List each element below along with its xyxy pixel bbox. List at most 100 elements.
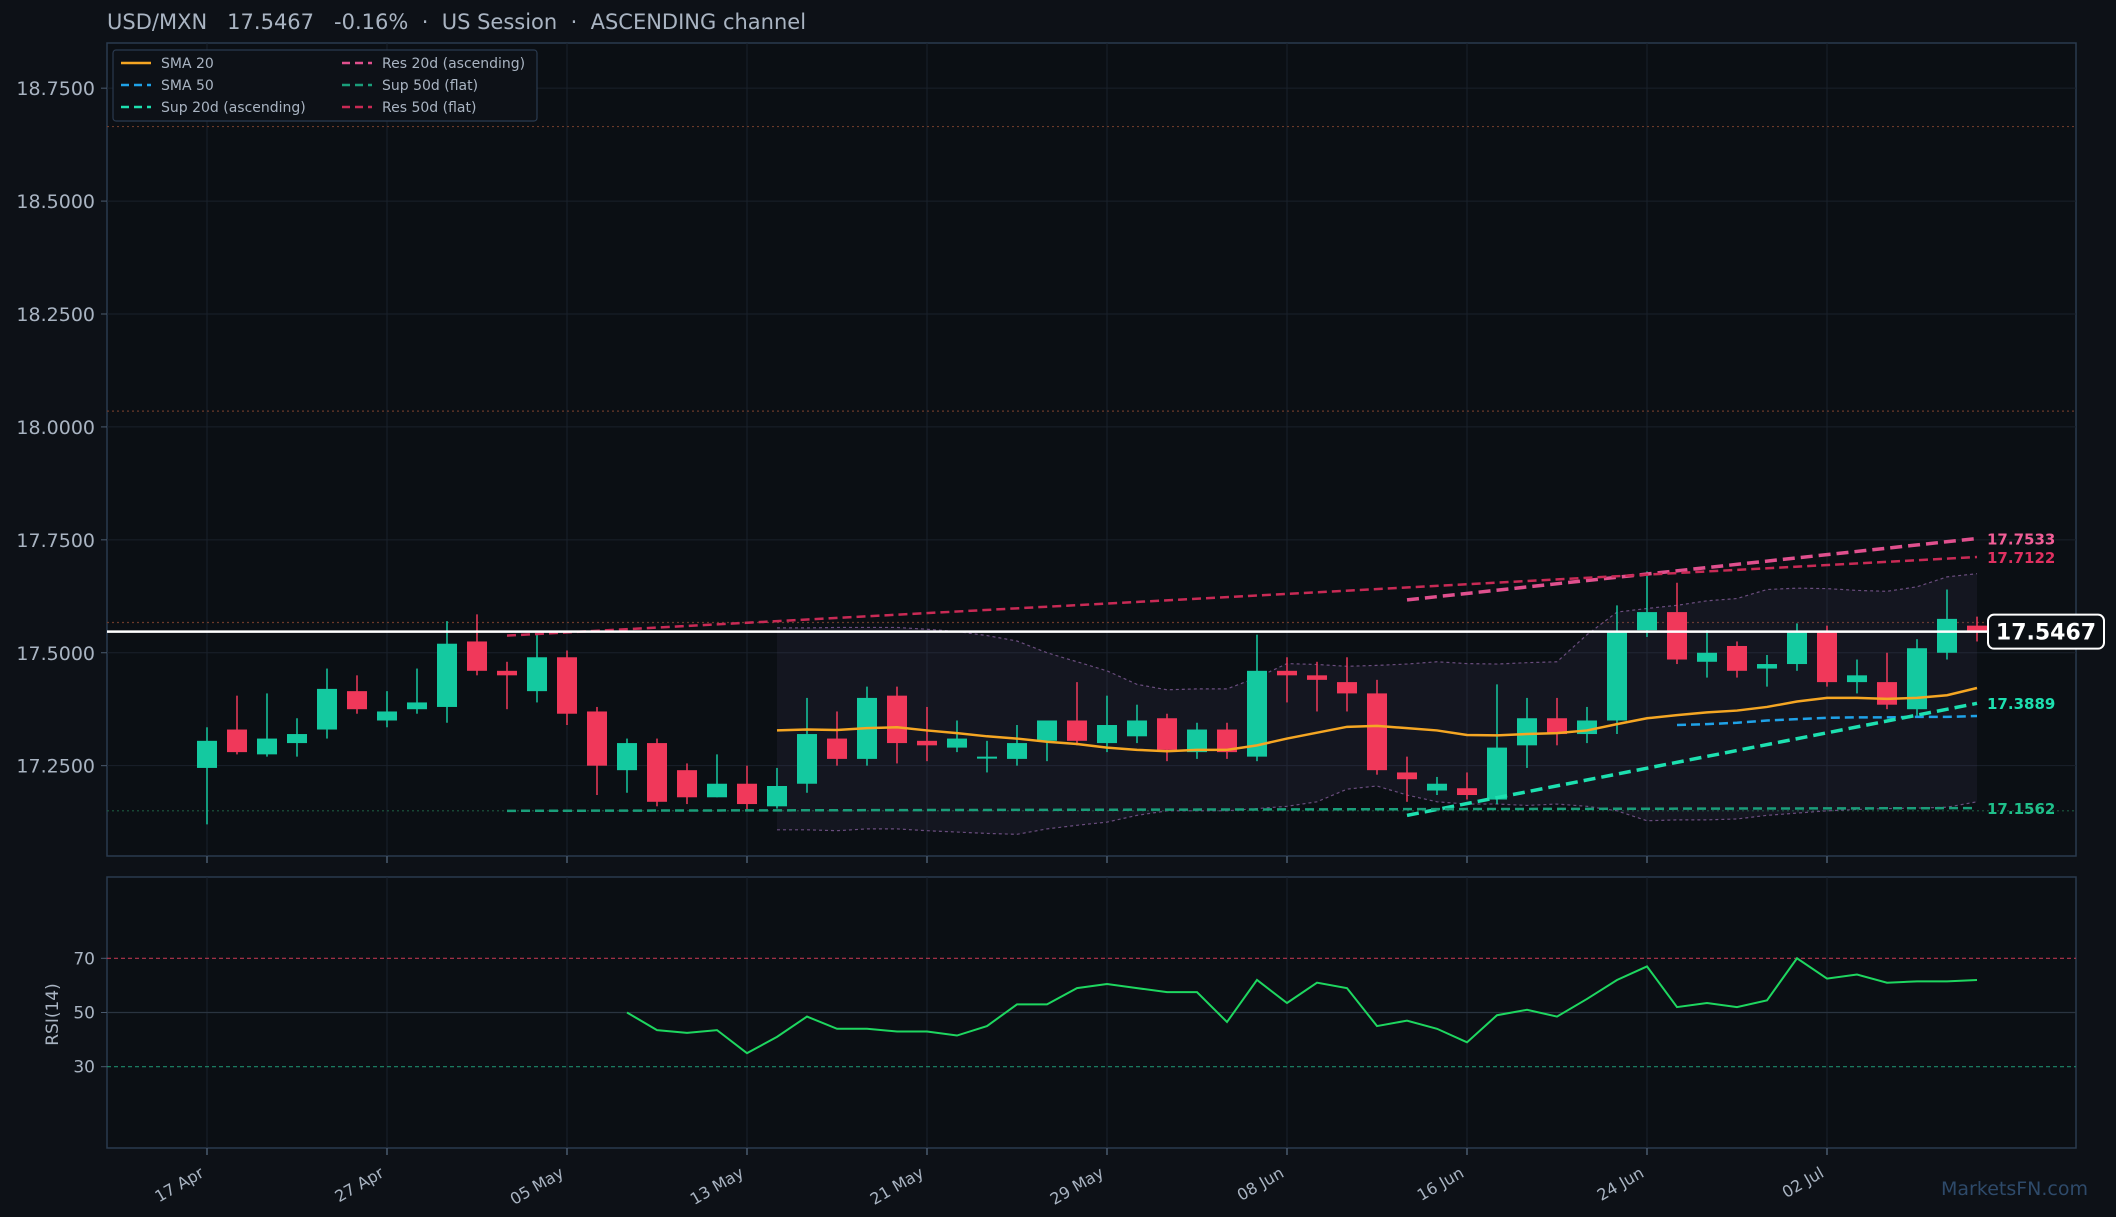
candle-body bbox=[1877, 682, 1897, 705]
time-tick-label: 08 Jun bbox=[1234, 1163, 1287, 1205]
candle-body bbox=[1517, 718, 1537, 746]
candle-body bbox=[1937, 618, 1957, 653]
candle-body bbox=[1427, 783, 1447, 791]
series-line-sup-20d-ascending- bbox=[1406, 701, 1978, 818]
candle-body bbox=[1397, 772, 1417, 780]
candle-body bbox=[1217, 729, 1237, 753]
time-tick-label: 13 May bbox=[687, 1163, 747, 1209]
candle-body bbox=[1907, 648, 1927, 710]
legend-label: SMA 50 bbox=[161, 78, 214, 94]
candle-body bbox=[947, 738, 967, 748]
legend-box bbox=[112, 49, 538, 122]
legend-label: Res 50d (flat) bbox=[382, 100, 476, 116]
rsi-axis-label: RSI(14) bbox=[43, 983, 63, 1046]
candle-body bbox=[1157, 718, 1177, 750]
current-price-label: 17.5467 bbox=[1996, 621, 2096, 646]
time-tick-label: 02 Jul bbox=[1779, 1163, 1827, 1202]
legend-label: Sup 50d (flat) bbox=[382, 78, 478, 94]
candle-body bbox=[527, 657, 547, 692]
candle-body bbox=[347, 691, 367, 710]
candle-body bbox=[677, 770, 697, 798]
candle-body bbox=[1547, 718, 1567, 735]
time-tick-label: 24 Jun bbox=[1594, 1163, 1647, 1205]
series-line-sma-20 bbox=[776, 686, 1978, 753]
candle-body bbox=[1247, 670, 1267, 757]
candle-body bbox=[797, 734, 817, 784]
candle-body bbox=[647, 743, 667, 802]
candle-body bbox=[197, 740, 217, 768]
price-panel bbox=[106, 42, 2077, 857]
candle-body bbox=[1787, 632, 1807, 665]
rsi-tick-label: 50 bbox=[73, 1004, 95, 1024]
candle-body bbox=[257, 738, 277, 755]
rsi-tick-label: 30 bbox=[73, 1058, 95, 1078]
candle-body bbox=[1817, 632, 1837, 683]
candle-body bbox=[377, 711, 397, 721]
candle-body bbox=[1487, 747, 1507, 800]
price-tick-label: 17.2500 bbox=[16, 756, 95, 778]
candle-body bbox=[1097, 725, 1117, 744]
watermark: MarketsFN.com bbox=[1941, 1178, 2088, 1200]
level-label: 17.7122 bbox=[1987, 549, 2055, 567]
candle-body bbox=[587, 711, 607, 766]
candle-body bbox=[977, 756, 997, 759]
candle-body bbox=[1637, 612, 1657, 631]
candle-body bbox=[1277, 670, 1297, 676]
candle-body bbox=[467, 641, 487, 671]
candle-body bbox=[1967, 625, 1987, 633]
candle-body bbox=[1607, 632, 1627, 721]
candle-body bbox=[827, 738, 847, 759]
bollinger-lower bbox=[777, 785, 1978, 835]
candle-body bbox=[317, 688, 337, 730]
legend-label: Res 20d (ascending) bbox=[382, 56, 525, 72]
rsi-tick-label: 70 bbox=[73, 949, 95, 969]
time-tick-label: 05 May bbox=[507, 1163, 567, 1209]
price-tick-label: 17.5000 bbox=[16, 643, 95, 665]
candle-body bbox=[1757, 664, 1777, 669]
candle-body bbox=[1667, 612, 1687, 660]
candle-body bbox=[227, 729, 247, 753]
level-label: 17.1562 bbox=[1987, 800, 2055, 818]
candle-body bbox=[1367, 693, 1387, 771]
candle-body bbox=[737, 783, 757, 805]
rsi-line bbox=[626, 956, 1978, 1055]
legend: SMA 20 SMA 50 Sup 20d (ascending) Res 20d (… bbox=[112, 49, 538, 122]
candle-body bbox=[767, 785, 787, 807]
time-tick-label: 17 Apr bbox=[151, 1163, 207, 1206]
candle-body bbox=[1127, 720, 1147, 737]
time-tick-label: 29 May bbox=[1047, 1163, 1107, 1209]
candle-body bbox=[917, 740, 937, 746]
series-line-res-20d-ascending- bbox=[1406, 536, 1978, 602]
candle-body bbox=[557, 657, 577, 714]
candle-body bbox=[1457, 788, 1477, 796]
legend-label: Sup 20d (ascending) bbox=[161, 100, 306, 116]
candle-body bbox=[707, 783, 727, 798]
time-tick-label: 16 Jun bbox=[1414, 1163, 1467, 1205]
candle-body bbox=[1307, 675, 1327, 680]
candle-body bbox=[1007, 743, 1027, 759]
price-tick-label: 17.7500 bbox=[16, 530, 95, 552]
current-price-tag bbox=[1987, 613, 2105, 650]
candle-body bbox=[617, 743, 637, 771]
series-line-sma-50 bbox=[1676, 714, 1978, 727]
price-tick-label: 18.0000 bbox=[16, 417, 95, 439]
candle-body bbox=[1727, 645, 1747, 671]
level-label: 17.3889 bbox=[1987, 695, 2055, 713]
bollinger-upper bbox=[777, 573, 1978, 691]
candle-body bbox=[1067, 720, 1087, 741]
chart-title: USD/MXN 17.5467 -0.16% · US Session · AS… bbox=[107, 10, 807, 34]
candle-body bbox=[287, 734, 307, 744]
price-tick-label: 18.5000 bbox=[16, 191, 95, 213]
price-tick-label: 18.7500 bbox=[16, 78, 95, 100]
price-tick-label: 18.2500 bbox=[16, 304, 95, 326]
candle-body bbox=[1187, 729, 1207, 753]
level-label: 17.7533 bbox=[1987, 530, 2055, 548]
series-line-sup-50d-flat- bbox=[506, 806, 1978, 813]
candle-body bbox=[407, 702, 427, 710]
legend-label: SMA 20 bbox=[161, 56, 214, 72]
time-tick-label: 27 Apr bbox=[331, 1163, 387, 1206]
series-line-res-50d-flat- bbox=[506, 555, 1978, 637]
candle-body bbox=[1337, 682, 1357, 694]
candle-body bbox=[1037, 720, 1057, 741]
